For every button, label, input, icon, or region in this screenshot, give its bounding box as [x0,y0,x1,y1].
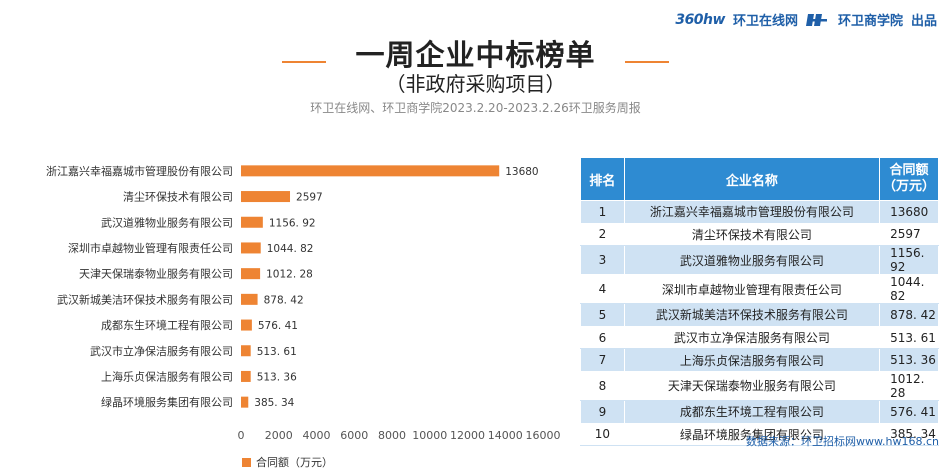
data-label: 1012. 28 [266,269,313,281]
table-row: 5 武汉新城美洁环保技术服务有限公司 878. 42 [580,303,939,327]
x-tick-label: 4000 [303,429,331,442]
cell-amount: 13680 [879,200,939,224]
x-tick-label: 16000 [526,429,561,442]
header-company: 企业名称 [623,157,881,201]
cell-amount: 878. 42 [879,303,939,327]
cell-amount: 576. 41 [879,399,939,424]
x-tick-label: 8000 [378,429,406,442]
cell-company: 武汉新城美洁环保技术服务有限公司 [623,303,881,327]
title-deco-left [282,61,326,63]
cell-rank: 6 [580,325,625,350]
data-label: 878. 42 [264,294,304,306]
cell-rank: 7 [580,348,625,372]
x-tick-label: 6000 [340,429,368,442]
x-tick-label: 14000 [488,429,523,442]
cell-amount: 2597 [879,222,939,247]
bar [241,293,258,305]
bar [241,216,263,228]
table-row: 7 上海乐贞保洁服务有限公司 513. 36 [580,348,939,372]
cell-company: 绿晶环境服务集团有限公司 [623,422,881,447]
x-tick-label: 12000 [450,429,485,442]
category-label: 成都东生环境工程有限公司 [101,318,233,332]
chart-legend: 合同额（万元） [242,454,333,470]
page-subtitle: （非政府采购项目） [385,72,566,96]
legend-label: 合同额（万元） [256,456,333,469]
category-label: 深圳市卓越物业管理有限责任公司 [68,241,233,255]
cell-company: 浙江嘉兴幸福嘉城市管理股份有限公司 [623,200,881,224]
data-label: 1156. 92 [269,217,316,229]
bar-chart: 浙江嘉兴幸福嘉城市管理股份有限公司 13680 清尘环保技术有限公司 2597 武汉道雅… [46,164,561,442]
table-row: 3 武汉道雅物业服务有限公司 1156. 92 [580,245,939,276]
category-label: 天津天保瑞泰物业服务有限公司 [79,267,233,281]
table-row: 4 深圳市卓越物业管理有限责任公司 1044. 82 [580,274,939,305]
cell-rank: 5 [580,303,625,327]
bar [241,370,251,382]
header-rank: 排名 [580,157,625,201]
college-logo-icon [805,13,827,26]
table-row: 10 绿晶环境服务集团有限公司 385. 34 [580,422,939,447]
table-row: 9 成都东生环境工程有限公司 576. 41 [580,399,939,424]
cell-amount: 385. 34 [879,422,939,447]
bar [241,242,261,254]
cell-company: 成都东生环境工程有限公司 [623,399,881,424]
page-title: 一周企业中标榜单 [355,38,596,72]
cell-rank: 8 [580,370,625,401]
table-row: 1 浙江嘉兴幸福嘉城市管理股份有限公司 13680 [580,200,939,224]
category-label: 绿晶环境服务集团有限公司 [101,395,233,409]
table-row: 2 清尘环保技术有限公司 2597 [580,222,939,247]
data-label: 513. 36 [257,371,297,383]
table-row: 6 武汉市立净保洁服务有限公司 513. 61 [580,325,939,350]
cell-company: 武汉道雅物业服务有限公司 [623,245,881,276]
bar [241,319,252,331]
cell-amount: 1156. 92 [879,245,939,276]
cell-rank: 4 [580,274,625,305]
cell-rank: 1 [580,200,625,224]
bar [241,165,500,177]
cell-company: 清尘环保技术有限公司 [623,222,881,247]
cell-amount: 1012. 28 [879,370,939,401]
college-name: 环卫商学院 [837,14,903,29]
brand-bar: 360hw 环卫在线网 环卫商学院 出品 [675,10,937,30]
legend-swatch [242,457,251,467]
header-amount: 合同额 （万元） [879,157,939,201]
cell-rank: 2 [580,222,625,247]
category-label: 武汉市立净保洁服务有限公司 [90,344,233,358]
cell-company: 深圳市卓越物业管理有限责任公司 [623,274,881,305]
category-label: 上海乐贞保洁服务有限公司 [101,369,233,383]
category-label: 武汉道雅物业服务有限公司 [101,215,233,229]
site-name: 环卫在线网 [732,14,798,29]
bar [241,268,261,280]
x-tick-label: 10000 [412,429,447,442]
cell-rank: 10 [580,422,625,447]
data-source: 数据来源：环卫招标网www.hw168.cn [746,435,939,448]
publish-suffix: 出品 [910,14,937,29]
cell-amount: 513. 61 [879,325,939,350]
data-label: 1044. 82 [267,243,314,255]
cell-company: 武汉市立净保洁服务有限公司 [623,325,881,350]
data-label: 576. 41 [258,320,298,332]
report-period: 环卫在线网、环卫商学院2023.2.20-2023.2.26环卫服务周报 [310,101,641,115]
data-label: 385. 34 [254,397,294,409]
cell-company: 天津天保瑞泰物业服务有限公司 [623,370,881,401]
logo-360hw: 360hw [675,11,725,28]
cell-amount: 1044. 82 [879,274,939,305]
category-label: 浙江嘉兴幸福嘉城市管理股份有限公司 [46,164,233,178]
x-tick-label: 0 [238,429,245,442]
cell-rank: 9 [580,399,625,424]
cell-amount: 513. 36 [879,348,939,372]
table-row: 8 天津天保瑞泰物业服务有限公司 1012. 28 [580,370,939,401]
x-tick-label: 2000 [265,429,293,442]
bar [241,191,291,203]
title-deco-right [625,61,669,63]
data-label: 513. 61 [257,346,297,358]
cell-company: 上海乐贞保洁服务有限公司 [623,348,881,372]
category-label: 清尘环保技术有限公司 [123,190,233,204]
bar [241,396,249,408]
category-label: 武汉新城美洁环保技术服务有限公司 [57,292,233,306]
cell-rank: 3 [580,245,625,276]
ranking-table: 排名 企业名称 合同额 （万元） 1 浙江嘉兴幸福嘉城市管理股份有限公司 13680… [580,157,939,447]
data-label: 13680 [505,166,538,178]
bar [241,345,251,357]
data-label: 2597 [296,192,323,204]
